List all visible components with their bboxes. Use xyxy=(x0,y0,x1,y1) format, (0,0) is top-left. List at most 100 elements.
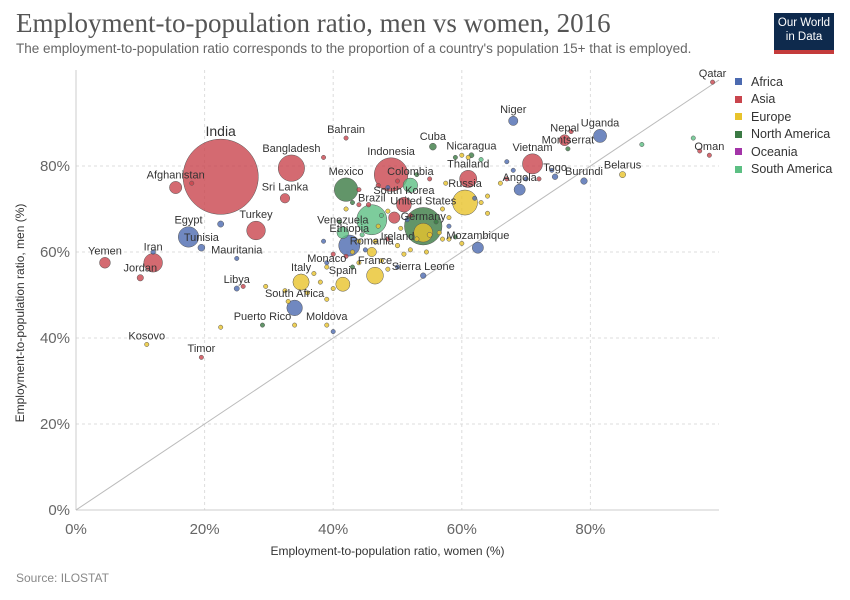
data-point xyxy=(710,79,716,85)
data-point xyxy=(356,202,362,208)
point-label: Indonesia xyxy=(367,146,416,158)
legend-item[interactable]: Asia xyxy=(735,91,832,109)
point-label: Romania xyxy=(350,235,395,247)
data-point xyxy=(375,182,381,188)
data-point xyxy=(427,176,433,182)
point-label: Venezuela xyxy=(317,215,369,227)
data-point xyxy=(478,200,484,206)
point-label: Jordan xyxy=(123,263,157,275)
data-point xyxy=(343,135,349,141)
data-point xyxy=(356,187,362,193)
point-label: Sri Lanka xyxy=(262,181,309,193)
data-point xyxy=(436,230,442,236)
data-point xyxy=(565,146,571,152)
data-point xyxy=(317,279,323,285)
data-point xyxy=(429,142,437,151)
data-point xyxy=(169,181,183,194)
point-label: Egypt xyxy=(174,215,202,227)
x-tick-label: 80% xyxy=(575,521,605,538)
point-label: Afghanistan xyxy=(147,169,205,181)
data-point xyxy=(510,167,516,173)
legend-swatch xyxy=(735,130,742,138)
data-point xyxy=(197,243,206,252)
point-label: Belarus xyxy=(604,159,642,171)
parity-line xyxy=(75,79,720,511)
data-point xyxy=(218,324,224,330)
point-label: Spain xyxy=(329,265,357,277)
point-label: Turkey xyxy=(239,209,273,221)
data-point xyxy=(359,232,365,238)
data-point xyxy=(279,193,291,204)
data-point xyxy=(426,231,433,238)
data-point xyxy=(452,234,458,240)
data-point xyxy=(178,226,199,248)
legend-item[interactable]: Africa xyxy=(735,73,832,91)
data-point xyxy=(446,236,452,242)
point-label: Sierra Leone xyxy=(392,261,455,273)
data-point xyxy=(401,251,407,257)
point-label: Mexico xyxy=(329,166,364,178)
data-point xyxy=(182,138,259,215)
owid-logo[interactable]: Our World in Data xyxy=(774,13,834,54)
legend-label: North America xyxy=(751,127,831,142)
point-label: Ethiopia xyxy=(329,223,370,235)
data-point xyxy=(150,249,156,255)
data-point xyxy=(402,177,418,193)
legend-label: Asia xyxy=(751,92,776,107)
data-point xyxy=(551,173,559,180)
data-point xyxy=(423,249,429,255)
data-point xyxy=(372,238,378,244)
data-point xyxy=(350,264,355,270)
data-point xyxy=(639,142,645,147)
x-axis-title: Employment-to-population ratio, women (%… xyxy=(270,544,504,558)
data-point xyxy=(414,236,420,242)
data-point xyxy=(697,148,703,154)
data-point xyxy=(277,154,305,182)
data-point xyxy=(324,296,330,302)
point-label: Montserrat xyxy=(542,135,595,147)
data-point xyxy=(292,273,310,291)
data-point xyxy=(366,266,384,285)
point-label: India xyxy=(205,123,236,139)
data-point xyxy=(321,154,327,160)
data-point xyxy=(593,129,607,143)
data-point xyxy=(337,219,343,225)
legend-item[interactable]: North America xyxy=(735,126,832,144)
data-point xyxy=(568,129,574,135)
point-label: Mozambique xyxy=(446,230,509,242)
data-point xyxy=(504,159,510,165)
data-point xyxy=(305,290,310,296)
data-point xyxy=(452,154,458,160)
y-tick-label: 20% xyxy=(40,416,70,433)
point-label: Bahrain xyxy=(327,124,365,136)
data-point xyxy=(433,219,439,225)
data-point xyxy=(459,170,478,188)
point-label: Nicaragua xyxy=(446,141,497,153)
data-point xyxy=(385,266,391,272)
point-label: Yemen xyxy=(88,245,122,257)
data-point xyxy=(260,322,265,328)
data-point xyxy=(465,154,471,160)
y-tick-label: 0% xyxy=(48,502,70,519)
data-point xyxy=(443,180,449,186)
data-point xyxy=(343,206,349,212)
legend-swatch xyxy=(735,165,742,173)
legend-item[interactable]: Oceania xyxy=(735,143,832,161)
data-point xyxy=(395,178,400,184)
point-label: Iran xyxy=(144,241,163,253)
point-label: Colombia xyxy=(387,166,434,178)
point-label: Moldova xyxy=(306,311,348,323)
data-point xyxy=(619,171,626,178)
data-point xyxy=(334,177,359,202)
data-point xyxy=(366,247,377,257)
x-tick-label: 40% xyxy=(318,521,348,538)
legend-item[interactable]: Europe xyxy=(735,108,832,126)
data-point xyxy=(472,195,478,201)
data-point xyxy=(282,288,288,294)
point-label: Nepal xyxy=(550,123,579,135)
legend-item[interactable]: South America xyxy=(735,161,832,179)
data-point xyxy=(706,152,712,158)
legend-swatch xyxy=(735,113,742,121)
data-point xyxy=(414,172,420,178)
legend-label: Europe xyxy=(751,109,792,124)
